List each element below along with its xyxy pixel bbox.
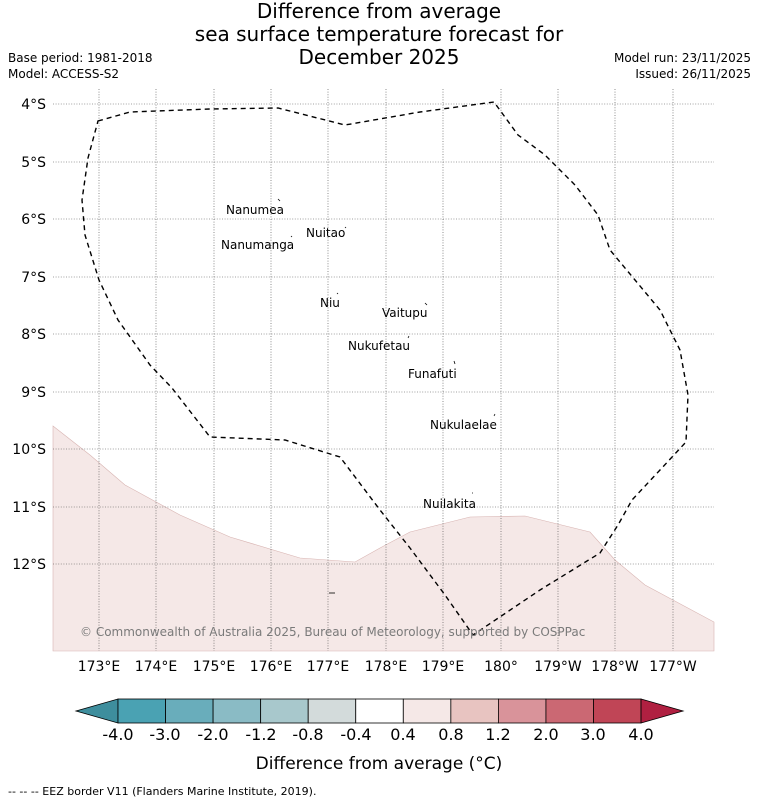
colorbar-segment xyxy=(212,698,262,724)
island-label-nukufetau: Nukufetau xyxy=(348,339,410,353)
lat-label: 4°S xyxy=(21,97,46,113)
copyright-notice: © Commonwealth of Australia 2025, Bureau… xyxy=(80,625,585,639)
anomaly-band-warm xyxy=(52,425,715,652)
island-shape xyxy=(493,413,496,417)
lon-label: 174°E xyxy=(135,659,178,675)
island-markers xyxy=(277,198,496,594)
colorbar-extend-high xyxy=(640,698,685,724)
colorbar-tick: -2.0 xyxy=(197,725,228,744)
lat-label: 6°S xyxy=(21,212,46,228)
colorbar-segment xyxy=(497,698,547,724)
island-shape xyxy=(344,226,347,229)
colorbar-tick: -0.8 xyxy=(292,725,323,744)
island-shape xyxy=(453,360,456,365)
lat-label: 10°S xyxy=(12,442,46,458)
island-shape xyxy=(424,302,428,306)
lat-label: 8°S xyxy=(21,327,46,343)
colorbar-segment xyxy=(117,698,166,724)
colorbar-tick: 4.0 xyxy=(628,725,653,744)
colorbar-label: Difference from average (°C) xyxy=(256,754,503,774)
lon-label: 177°E xyxy=(307,659,350,675)
lat-label: 11°S xyxy=(12,500,46,516)
colorbar-tick: 3.0 xyxy=(580,725,605,744)
lat-label: 12°S xyxy=(12,557,46,573)
lon-label: 178°W xyxy=(591,659,639,675)
colorbar-segment xyxy=(307,698,357,724)
island-shape xyxy=(290,235,293,238)
colorbar-extend-low xyxy=(74,698,119,724)
island-label-nanumea: Nanumea xyxy=(226,203,284,217)
island-label-nukulaelae: Nukulaelae xyxy=(430,418,497,432)
colorbar-segment xyxy=(260,698,309,724)
colorbar-segment xyxy=(593,698,642,724)
island-label-nanumanga: Nanumanga xyxy=(221,238,294,252)
lon-label: 179°E xyxy=(422,659,465,675)
lat-label: 7°S xyxy=(21,270,46,286)
island-label-vaitupu: Vaitupu xyxy=(382,306,428,320)
model-name: Model: ACCESS-S2 xyxy=(8,67,120,81)
island-label-nuilakita: Nuilakita xyxy=(423,497,476,511)
colorbar-tick: 2.0 xyxy=(533,725,558,744)
title-line-2: sea surface temperature forecast for xyxy=(194,22,564,46)
island-label-funafuti: Funafuti xyxy=(408,367,457,381)
gridlines xyxy=(53,89,714,651)
model-run: Model run: 23/11/2025 xyxy=(613,51,751,65)
lat-label: 5°S xyxy=(21,155,46,171)
colorbar-segment xyxy=(402,698,452,724)
title-line-1: Difference from average xyxy=(256,0,502,23)
eez-border xyxy=(81,101,689,636)
issued-date: Issued: 26/11/2025 xyxy=(635,67,751,81)
colorbar-tick: 0.4 xyxy=(390,725,415,744)
colorbar-segment xyxy=(355,698,404,724)
colorbar-tick: -4.0 xyxy=(102,725,133,744)
eez-legend: -- -- -- EEZ border V11 (Flanders Marine… xyxy=(8,785,317,798)
lon-label: 178°E xyxy=(365,659,408,675)
island-shape xyxy=(277,198,281,202)
island-shape xyxy=(407,335,410,339)
colorbar-segment xyxy=(545,698,594,724)
island-label-niu: Niu xyxy=(320,296,340,310)
island-label-nuitao: Nuitao xyxy=(306,226,345,240)
island-shape xyxy=(336,292,339,295)
lon-label: 173°E xyxy=(78,659,121,675)
colorbar xyxy=(74,698,685,724)
base-period: Base period: 1981-2018 xyxy=(8,51,153,65)
colorbar-tick: -1.2 xyxy=(245,725,276,744)
title-line-3: December 2025 xyxy=(298,45,460,69)
colorbar-tick: 1.2 xyxy=(485,725,510,744)
lon-label: 180° xyxy=(484,659,518,675)
colorbar-segment xyxy=(165,698,214,724)
lon-label: 176°E xyxy=(250,659,293,675)
lon-label: 175°E xyxy=(193,659,236,675)
lon-label: 177°W xyxy=(649,659,697,675)
colorbar-tick: 0.8 xyxy=(438,725,463,744)
colorbar-tick: -0.4 xyxy=(340,725,371,744)
colorbar-segment xyxy=(450,698,499,724)
lon-label: 179°W xyxy=(534,659,582,675)
lat-label: 9°S xyxy=(21,385,46,401)
colorbar-tick: -3.0 xyxy=(149,725,180,744)
